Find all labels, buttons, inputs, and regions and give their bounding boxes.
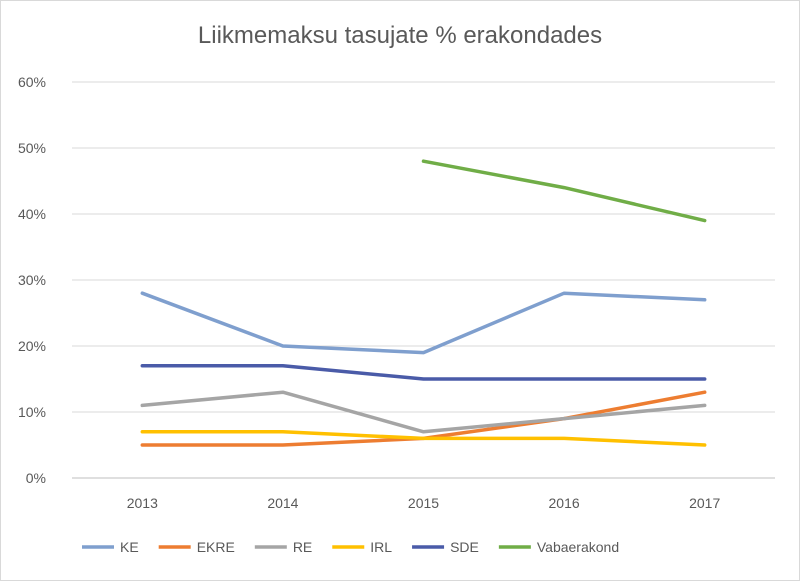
x-tick-label: 2017 [689, 495, 720, 511]
legend: KE EKRE RE IRL SDE Vabaerakond [82, 539, 619, 555]
series-line-vabaerakond [421, 159, 707, 223]
y-tick-label: 40% [18, 206, 46, 222]
y-tick-label: 60% [18, 74, 46, 90]
chart-title: Liikmemaksu tasujate % erakondades [197, 22, 603, 49]
y-tick-label: 20% [18, 338, 46, 354]
x-tick-label: 2015 [408, 495, 439, 511]
series-line-re [140, 390, 707, 434]
legend-label: SDE [450, 539, 479, 555]
legend-label: RE [293, 539, 312, 555]
y-tick-label: 30% [18, 272, 46, 288]
x-tick-label: 2016 [549, 495, 580, 511]
series-line-irl [140, 430, 707, 447]
y-tick-label: 10% [18, 404, 46, 420]
legend-label: Vabaerakond [537, 539, 619, 555]
series-line-sde [140, 364, 707, 381]
x-tick-label: 2013 [127, 495, 158, 511]
series-line-ke [140, 291, 707, 355]
legend-label: KE [120, 539, 139, 555]
y-tick-label: 0% [26, 470, 46, 486]
y-tick-label: 50% [18, 140, 46, 156]
y-axis-ticks: 0% 10% 20% 30% 40% 50% 60% [18, 74, 46, 486]
legend-label: EKRE [197, 539, 235, 555]
series-lines [140, 159, 707, 447]
x-axis-ticks: 2013 2014 2015 2016 2017 [127, 495, 721, 511]
legend-label: IRL [370, 539, 392, 555]
gridlines [72, 81, 775, 479]
x-tick-label: 2014 [267, 495, 298, 511]
